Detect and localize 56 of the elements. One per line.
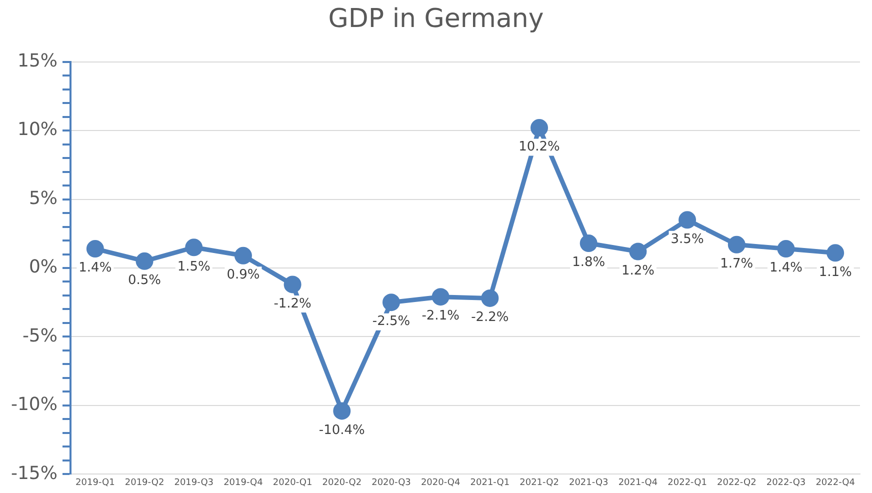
data-label: -1.2% [274, 296, 312, 312]
y-tick-label: 5% [28, 188, 58, 209]
point [333, 402, 351, 420]
data-label: 1.4% [769, 260, 802, 276]
x-tick-label: 2019-Q3 [174, 478, 214, 488]
x-tick-label: 2020-Q3 [372, 478, 411, 488]
point [432, 288, 450, 306]
x-tick-label: 2021-Q2 [520, 478, 559, 488]
y-tick-label: 15% [17, 50, 58, 72]
data-label: -2.5% [372, 314, 410, 330]
x-tick-label: 2021-Q3 [568, 478, 608, 488]
y-tick-label: -5% [22, 325, 58, 346]
point [530, 119, 548, 137]
point [629, 242, 647, 260]
point [777, 240, 795, 258]
x-tick-label: 2019-Q4 [224, 478, 264, 488]
x-tick-label: 2019-Q2 [124, 478, 164, 488]
x-tick-label: 2020-Q2 [322, 478, 362, 488]
point [136, 252, 154, 270]
y-tick-label: 10% [17, 119, 58, 140]
point [580, 234, 598, 252]
x-tick-label: 2022-Q2 [716, 478, 756, 488]
chart-title: GDP in Germany [327, 4, 545, 34]
data-label: 1.8% [572, 255, 606, 270]
data-label: 1.5% [177, 259, 210, 274]
x-tick-label: 2022-Q3 [766, 478, 806, 488]
data-label: 10.2% [518, 140, 560, 155]
point [185, 238, 203, 256]
data-label: -2.1% [422, 308, 460, 324]
x-tick-label: 2021-Q1 [470, 478, 510, 488]
data-label: 1.1% [818, 264, 852, 280]
data-label: 1.7% [720, 256, 754, 272]
point [234, 246, 252, 264]
x-tick-label: 2022-Q4 [816, 478, 856, 488]
data-label: 1.2% [621, 263, 654, 278]
point [86, 240, 104, 258]
x-tick-label: 2022-Q1 [668, 478, 707, 488]
x-tick-label: 2020-Q1 [272, 478, 312, 488]
data-label: -2.2% [471, 310, 509, 326]
data-label: 0.5% [128, 273, 162, 288]
point [284, 276, 302, 294]
data-label: 3.5% [670, 232, 704, 247]
y-tick-label: -15% [10, 462, 58, 484]
y-tick-label: -10% [10, 394, 58, 416]
point [728, 236, 746, 254]
x-tick-label: 2021-Q4 [618, 478, 658, 488]
point [382, 294, 400, 312]
x-tick-label: 2019-Q1 [76, 478, 115, 488]
data-label: 0.9% [226, 268, 260, 283]
y-tick-label: 0% [28, 256, 58, 278]
data-label: 1.4% [78, 260, 112, 276]
x-tick-label: 2020-Q4 [420, 478, 460, 488]
data-label: -10.4% [318, 422, 365, 438]
point [481, 289, 499, 307]
point [678, 211, 696, 229]
point [826, 244, 844, 262]
